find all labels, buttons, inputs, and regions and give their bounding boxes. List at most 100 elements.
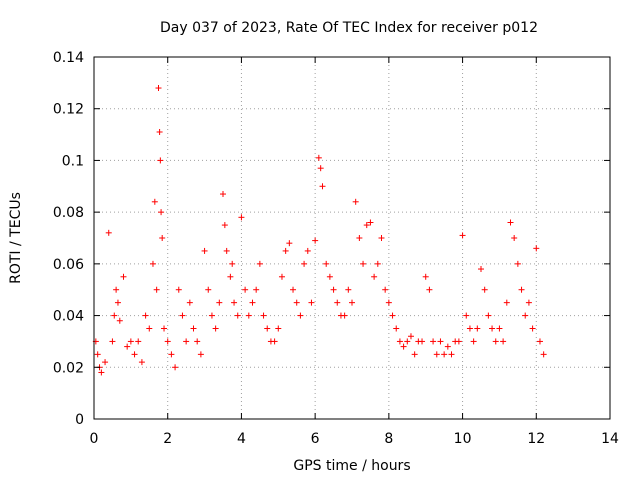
- data-points: [92, 85, 547, 376]
- data-point: [186, 299, 193, 306]
- x-tick-label: 10: [454, 431, 472, 447]
- data-point: [179, 312, 186, 319]
- data-point: [190, 325, 197, 332]
- data-point: [242, 286, 249, 293]
- data-point: [227, 273, 234, 280]
- data-point: [113, 286, 120, 293]
- data-point: [120, 273, 127, 280]
- data-point: [253, 286, 260, 293]
- data-point: [371, 273, 378, 280]
- x-tick-label: 6: [311, 431, 320, 447]
- data-point: [135, 338, 142, 345]
- data-point: [205, 286, 212, 293]
- x-tick-label: 2: [163, 431, 172, 447]
- data-point: [197, 351, 204, 358]
- data-point: [114, 299, 121, 306]
- data-point: [290, 286, 297, 293]
- data-point: [540, 351, 547, 358]
- data-point: [367, 219, 374, 226]
- data-point: [382, 286, 389, 293]
- data-point: [260, 312, 267, 319]
- data-point: [430, 338, 437, 345]
- data-point: [463, 312, 470, 319]
- data-point: [223, 247, 230, 254]
- data-point: [194, 338, 201, 345]
- data-point: [485, 312, 492, 319]
- data-point: [356, 235, 363, 241]
- x-tick-label: 0: [90, 431, 99, 447]
- data-point: [396, 338, 403, 345]
- data-point: [478, 266, 484, 273]
- data-point: [249, 299, 256, 306]
- data-point: [319, 183, 326, 190]
- data-point: [127, 338, 134, 345]
- data-point: [245, 312, 252, 319]
- data-point: [234, 312, 241, 319]
- data-point: [156, 128, 163, 135]
- data-point: [157, 157, 164, 164]
- data-point: [138, 359, 145, 366]
- data-point: [172, 364, 179, 371]
- chart-title: Day 037 of 2023, Rate Of TEC Index for r…: [160, 20, 538, 36]
- data-point: [256, 260, 263, 267]
- data-point: [221, 222, 228, 229]
- data-point: [116, 317, 123, 324]
- data-point: [264, 325, 271, 332]
- data-point: [282, 247, 289, 254]
- data-point: [304, 247, 311, 254]
- data-point: [297, 312, 304, 319]
- data-point: [238, 214, 245, 221]
- data-point: [422, 273, 429, 280]
- data-point: [514, 260, 521, 267]
- data-point: [533, 245, 540, 252]
- data-point: [352, 198, 359, 205]
- x-tick-label: 12: [527, 431, 545, 447]
- data-point: [349, 299, 355, 306]
- data-point: [511, 235, 518, 241]
- data-point: [208, 312, 215, 319]
- data-point: [146, 325, 153, 332]
- y-tick-label: 0.14: [53, 50, 84, 66]
- data-point: [529, 325, 536, 332]
- data-point: [315, 154, 322, 161]
- data-point: [164, 338, 171, 345]
- x-tick-label: 4: [237, 431, 246, 447]
- data-point: [489, 325, 496, 332]
- data-point: [389, 312, 396, 319]
- data-point: [158, 209, 165, 216]
- data-point: [271, 338, 278, 345]
- data-point: [149, 260, 156, 267]
- data-point: [455, 338, 462, 345]
- data-point: [151, 198, 158, 205]
- data-point: [201, 247, 208, 254]
- grid-lines: [94, 57, 610, 419]
- data-point: [312, 237, 319, 244]
- x-tick-label: 8: [384, 431, 393, 447]
- data-point: [98, 369, 105, 376]
- data-point: [360, 260, 367, 267]
- data-point: [496, 325, 503, 332]
- data-point: [411, 351, 418, 358]
- data-point: [474, 325, 481, 332]
- data-point: [94, 351, 101, 358]
- data-point: [385, 299, 392, 306]
- y-tick-label: 0.06: [53, 257, 84, 273]
- data-point: [293, 299, 300, 306]
- y-tick-label: 0.12: [53, 102, 84, 118]
- data-point: [161, 325, 168, 332]
- data-point: [168, 351, 175, 358]
- y-tick-label: 0.08: [53, 205, 84, 221]
- data-point: [481, 286, 488, 293]
- data-point: [459, 232, 466, 239]
- data-point: [131, 351, 138, 358]
- y-axis-label: ROTI / TECUs: [8, 192, 24, 284]
- y-tick-label: 0: [75, 412, 84, 428]
- data-point: [323, 260, 330, 267]
- data-point: [500, 338, 507, 345]
- y-tick-label: 0.04: [53, 309, 84, 325]
- x-axis-ticks: 0 2 4 6 8 10 12 14: [90, 57, 619, 447]
- data-point: [229, 260, 236, 267]
- data-point: [317, 165, 324, 172]
- data-point: [444, 343, 451, 350]
